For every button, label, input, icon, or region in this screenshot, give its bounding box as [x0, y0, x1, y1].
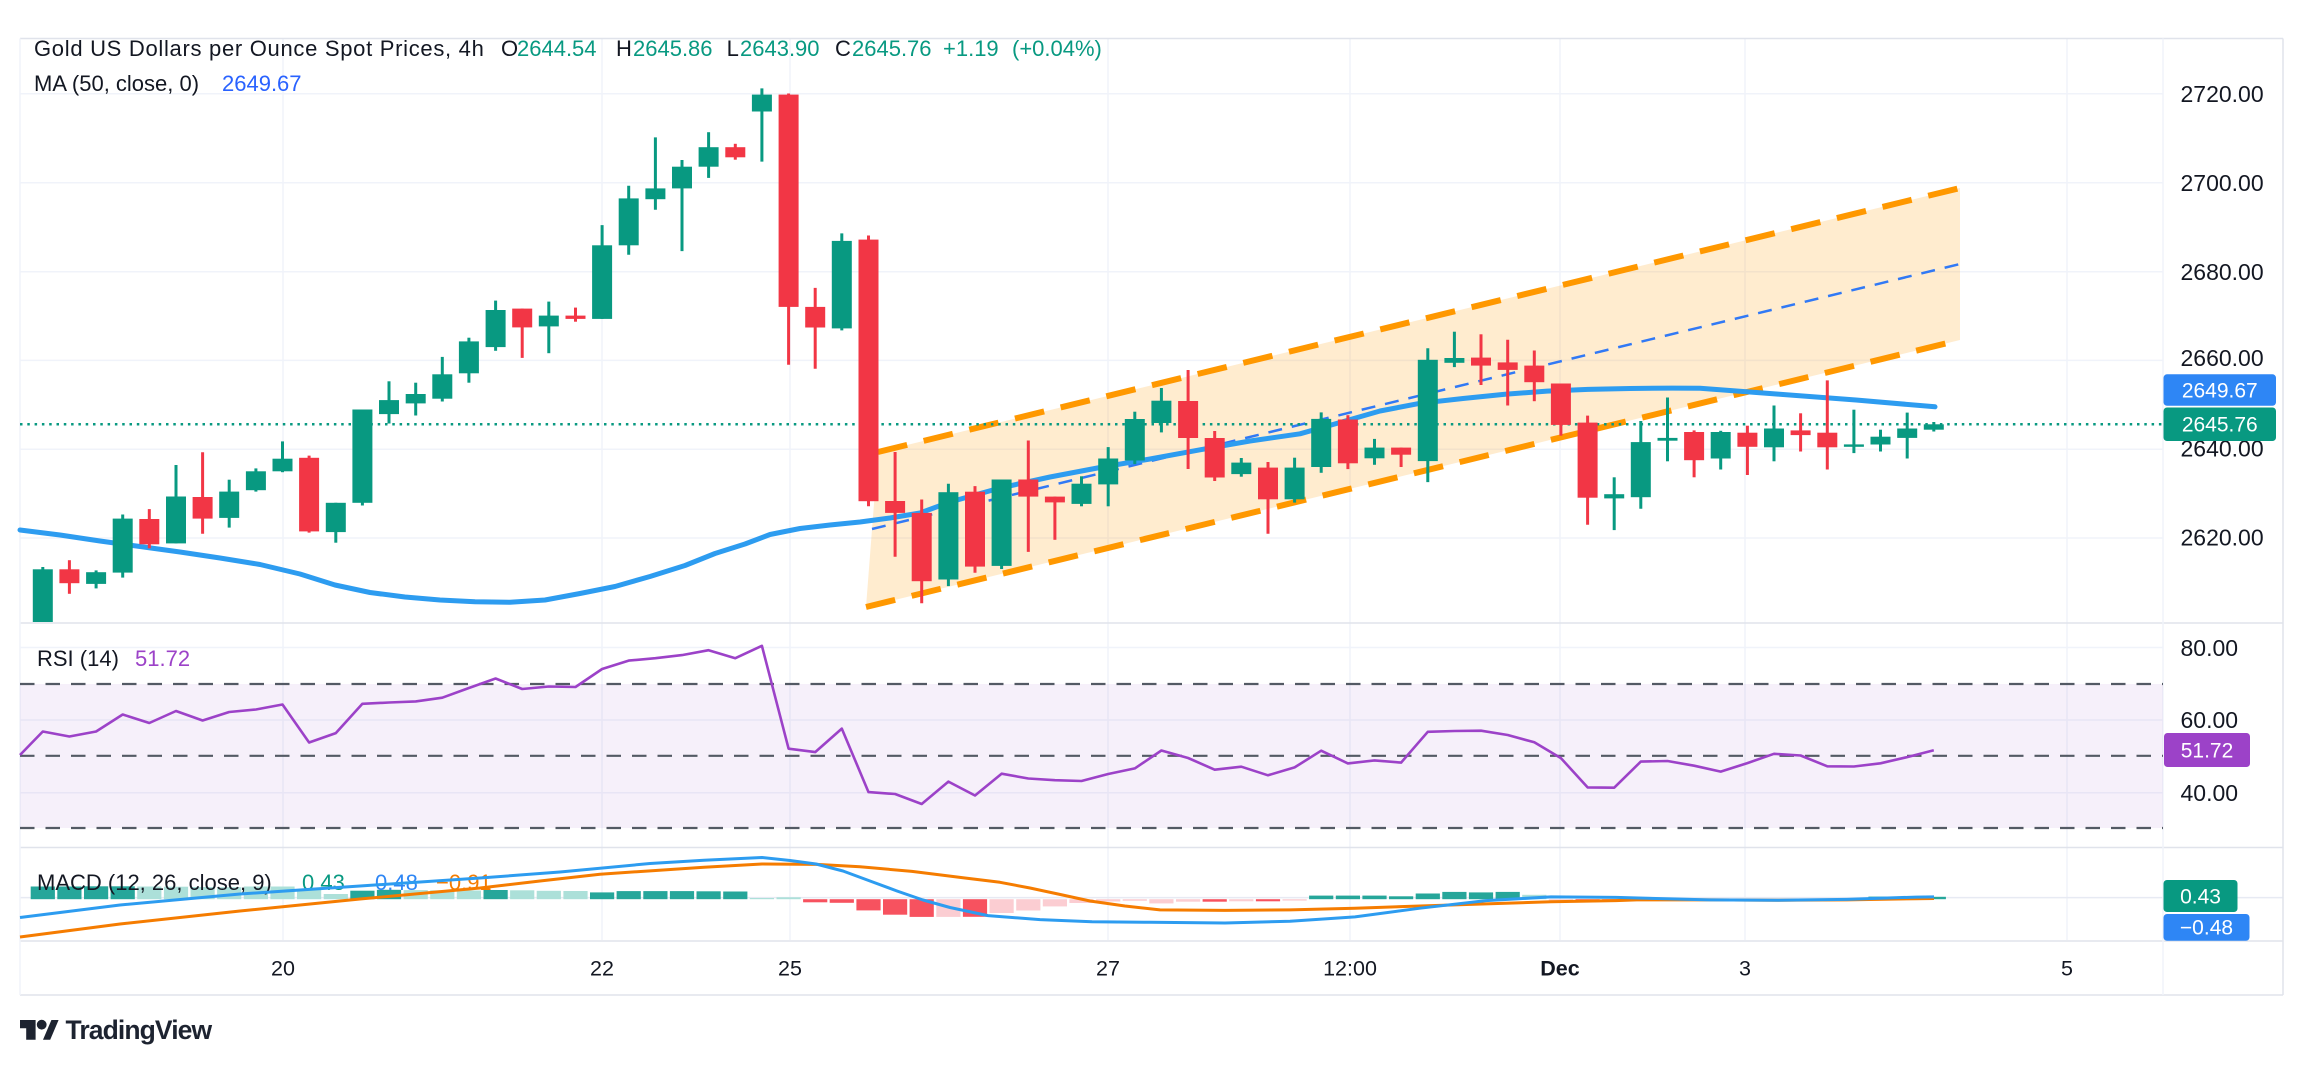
svg-text:2649.67: 2649.67 — [2182, 379, 2258, 402]
svg-text:2700.00: 2700.00 — [2181, 170, 2264, 196]
svg-text:2720.00: 2720.00 — [2181, 81, 2264, 107]
svg-text:(+0.04%): (+0.04%) — [1012, 36, 1102, 61]
svg-text:Dec: Dec — [1540, 957, 1579, 981]
svg-text:22: 22 — [590, 957, 614, 981]
svg-text:MACD (12, 26, close, 9): MACD (12, 26, close, 9) — [37, 870, 272, 895]
svg-text:RSI (14): RSI (14) — [37, 646, 119, 671]
svg-text:2645.76: 2645.76 — [852, 36, 932, 61]
svg-text:0.43: 0.43 — [302, 870, 345, 895]
svg-text:2643.90: 2643.90 — [740, 36, 820, 61]
svg-text:40.00: 40.00 — [2181, 780, 2239, 806]
svg-text:+1.19: +1.19 — [943, 36, 999, 61]
svg-text:2649.67: 2649.67 — [222, 71, 302, 96]
svg-text:2644.54: 2644.54 — [517, 36, 597, 61]
svg-text:TradingView: TradingView — [66, 1015, 213, 1045]
svg-text:−0.48: −0.48 — [2180, 917, 2233, 940]
svg-text:60.00: 60.00 — [2181, 707, 2239, 733]
svg-text:0.43: 0.43 — [2180, 885, 2221, 908]
svg-text:2645.76: 2645.76 — [2182, 414, 2258, 437]
svg-text:Gold US Dollars per Ounce Spot: Gold US Dollars per Ounce Spot Prices, 4… — [34, 36, 485, 61]
svg-text:C: C — [835, 36, 851, 61]
svg-text:12:00: 12:00 — [1323, 957, 1377, 981]
svg-text:3: 3 — [1739, 957, 1751, 981]
svg-text:25: 25 — [778, 957, 802, 981]
svg-text:2620.00: 2620.00 — [2181, 524, 2264, 550]
svg-text:20: 20 — [271, 957, 295, 981]
svg-text:L: L — [727, 36, 739, 61]
svg-text:51.72: 51.72 — [135, 646, 190, 671]
svg-text:2660.00: 2660.00 — [2181, 345, 2264, 371]
svg-text:51.72: 51.72 — [2181, 739, 2234, 762]
svg-text:MA (50, close, 0): MA (50, close, 0) — [34, 71, 199, 96]
svg-text:H: H — [616, 36, 632, 61]
svg-text:27: 27 — [1096, 957, 1120, 981]
svg-text:O: O — [501, 36, 518, 61]
svg-text:2680.00: 2680.00 — [2181, 259, 2264, 285]
svg-text:80.00: 80.00 — [2181, 635, 2239, 661]
svg-text:2645.86: 2645.86 — [633, 36, 713, 61]
svg-text:5: 5 — [2061, 957, 2073, 981]
